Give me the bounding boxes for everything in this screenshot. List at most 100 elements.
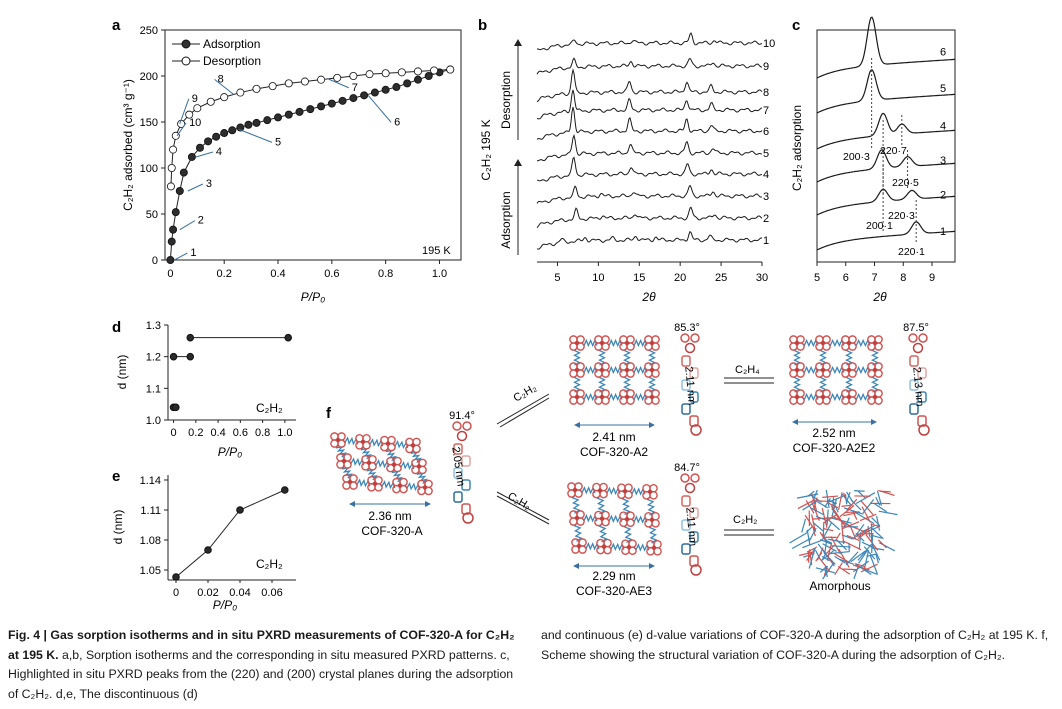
panel-e-xtick-label: 0.04	[229, 587, 250, 599]
panel-a-point-desorption	[333, 73, 342, 82]
amorphous-strand	[863, 568, 878, 575]
linker-spring	[571, 494, 581, 514]
panel-b-curve-label: 2	[763, 213, 769, 225]
panel-a-point-adsorption	[169, 225, 178, 234]
amorphous-strand	[855, 492, 876, 505]
panel-d-point	[169, 352, 178, 361]
amorphous-strand	[837, 565, 851, 575]
linker-spring	[410, 450, 422, 464]
panel-a-point-desorption	[397, 68, 406, 77]
panel-a-xtick-label: 0.8	[378, 268, 393, 280]
amorphous-strand	[826, 509, 829, 526]
panel-d-ytick-label: 1.1	[146, 383, 161, 395]
linker-spring	[596, 495, 606, 515]
panel-c-peak-label: 200·1	[866, 220, 893, 232]
panel-e-xtick-label: 0.06	[261, 587, 282, 599]
panel-a-annotation-arrow	[214, 79, 234, 95]
panel-a-point-desorption	[381, 69, 390, 78]
panel-b-xtick-label: 20	[674, 272, 686, 284]
panel-a-point-adsorption	[171, 208, 180, 217]
panel-c-curve-5	[816, 69, 955, 114]
node-cluster-icon	[621, 539, 637, 556]
panel-a-point-adsorption	[327, 99, 336, 108]
panel-b-curve-label: 1	[763, 235, 769, 247]
linker-spring	[647, 374, 657, 393]
amorphous-strand	[845, 551, 859, 566]
node-cluster-icon	[336, 453, 352, 469]
panel-a-point-desorption	[220, 93, 229, 102]
panel-a-annotation-arrow	[179, 220, 196, 231]
panel-a-point-adsorption	[212, 132, 221, 141]
amorphous-strand	[858, 549, 869, 564]
panel-b-curve-label: 4	[763, 169, 769, 181]
panel-e-ytick-label: 1.11	[140, 505, 161, 517]
panel-a-annotation-arrow	[187, 183, 204, 192]
panel-a-point-desorption	[236, 88, 245, 97]
amorphous-strand	[846, 534, 860, 542]
amorphous-strand	[817, 501, 829, 509]
panel-c-curve-2	[816, 188, 955, 216]
linker-spring	[622, 374, 632, 393]
amorphous-strand	[869, 555, 878, 574]
linker-spring	[572, 347, 582, 366]
node-cluster-icon	[841, 389, 857, 405]
panel-a-point-adsorption	[338, 96, 347, 105]
node-cluster-icon	[644, 335, 660, 351]
panel-a-point-adsorption	[392, 83, 401, 92]
amorphous-strand	[824, 539, 828, 555]
panel-c-curve-6	[816, 16, 955, 79]
node-cluster-icon	[789, 362, 805, 378]
linker-spring	[870, 374, 880, 393]
panel-e-gas-label: C₂H₂	[256, 557, 283, 571]
panel-e-point	[204, 546, 212, 554]
amorphous-strand	[861, 506, 871, 523]
arrow-a-to-ae3: C₂H₂	[496, 490, 550, 525]
panel-a-xlabel: P/P₀	[301, 290, 325, 304]
panel-a-point-adsorption	[317, 102, 326, 111]
panel-e-line	[175, 489, 286, 578]
linker-spring	[335, 444, 347, 458]
amorphous-strand	[845, 517, 850, 527]
amorphous-strand	[841, 534, 853, 540]
amorphous-strand	[871, 517, 881, 527]
panel-e-ytick-label: 1.05	[140, 565, 161, 577]
linker-spring	[606, 338, 623, 348]
node-cluster-icon	[411, 458, 427, 475]
panel-letter-f: f	[326, 405, 332, 422]
linker-spring	[581, 392, 598, 402]
panel-a-point-adsorption	[381, 85, 390, 94]
amorphous-strand	[857, 543, 872, 561]
node-cluster-icon	[569, 389, 585, 405]
panel-a-point-adsorption	[306, 105, 315, 114]
node-cluster-icon	[330, 432, 346, 448]
panel-c-peak-label: 220·3	[888, 210, 915, 222]
panel-b-curve-5	[537, 133, 763, 162]
panel-a-point-adsorption	[424, 72, 433, 81]
linker-spring	[827, 365, 845, 375]
panel-letter-d: d	[112, 319, 121, 336]
panel-a-point-desorption	[171, 131, 180, 140]
panel-a-point-label: 2	[198, 215, 204, 227]
name-amorphous: Amorphous	[809, 579, 870, 593]
angle-cof-320-a2e2: 87.5°	[903, 322, 929, 334]
panel-a-frame	[164, 29, 462, 261]
panel-d-xtick-label: 0.6	[233, 427, 248, 439]
node-cluster-icon	[619, 511, 635, 528]
amorphous-strand	[863, 546, 876, 560]
node-cluster-icon	[386, 456, 402, 473]
amorphous-strand	[860, 563, 878, 573]
linker-spring	[827, 338, 845, 348]
linker-spring	[648, 524, 658, 544]
structure-cof-320-a2e2: 2.52 nm COF-320-A2E2 87.5° 2.13 nm	[789, 322, 930, 455]
panel-a-xtick-label: 0.4	[270, 268, 285, 280]
panel-c-xtick-label: 6	[843, 272, 849, 284]
panel-a-legend: Adsorption Desorption	[172, 37, 261, 68]
amorphous-strand	[839, 505, 855, 518]
panel-a-xtick-label: 1.0	[432, 268, 447, 280]
panel-a-annotation-arrow	[367, 94, 392, 123]
amorphous-strand	[815, 515, 829, 522]
panel-a-point-label: 10	[189, 117, 201, 129]
panel-a-point-desorption	[193, 104, 202, 113]
panel-d-ylabel: d (nm)	[115, 355, 129, 390]
panel-b-xtick-label: 25	[715, 272, 727, 284]
